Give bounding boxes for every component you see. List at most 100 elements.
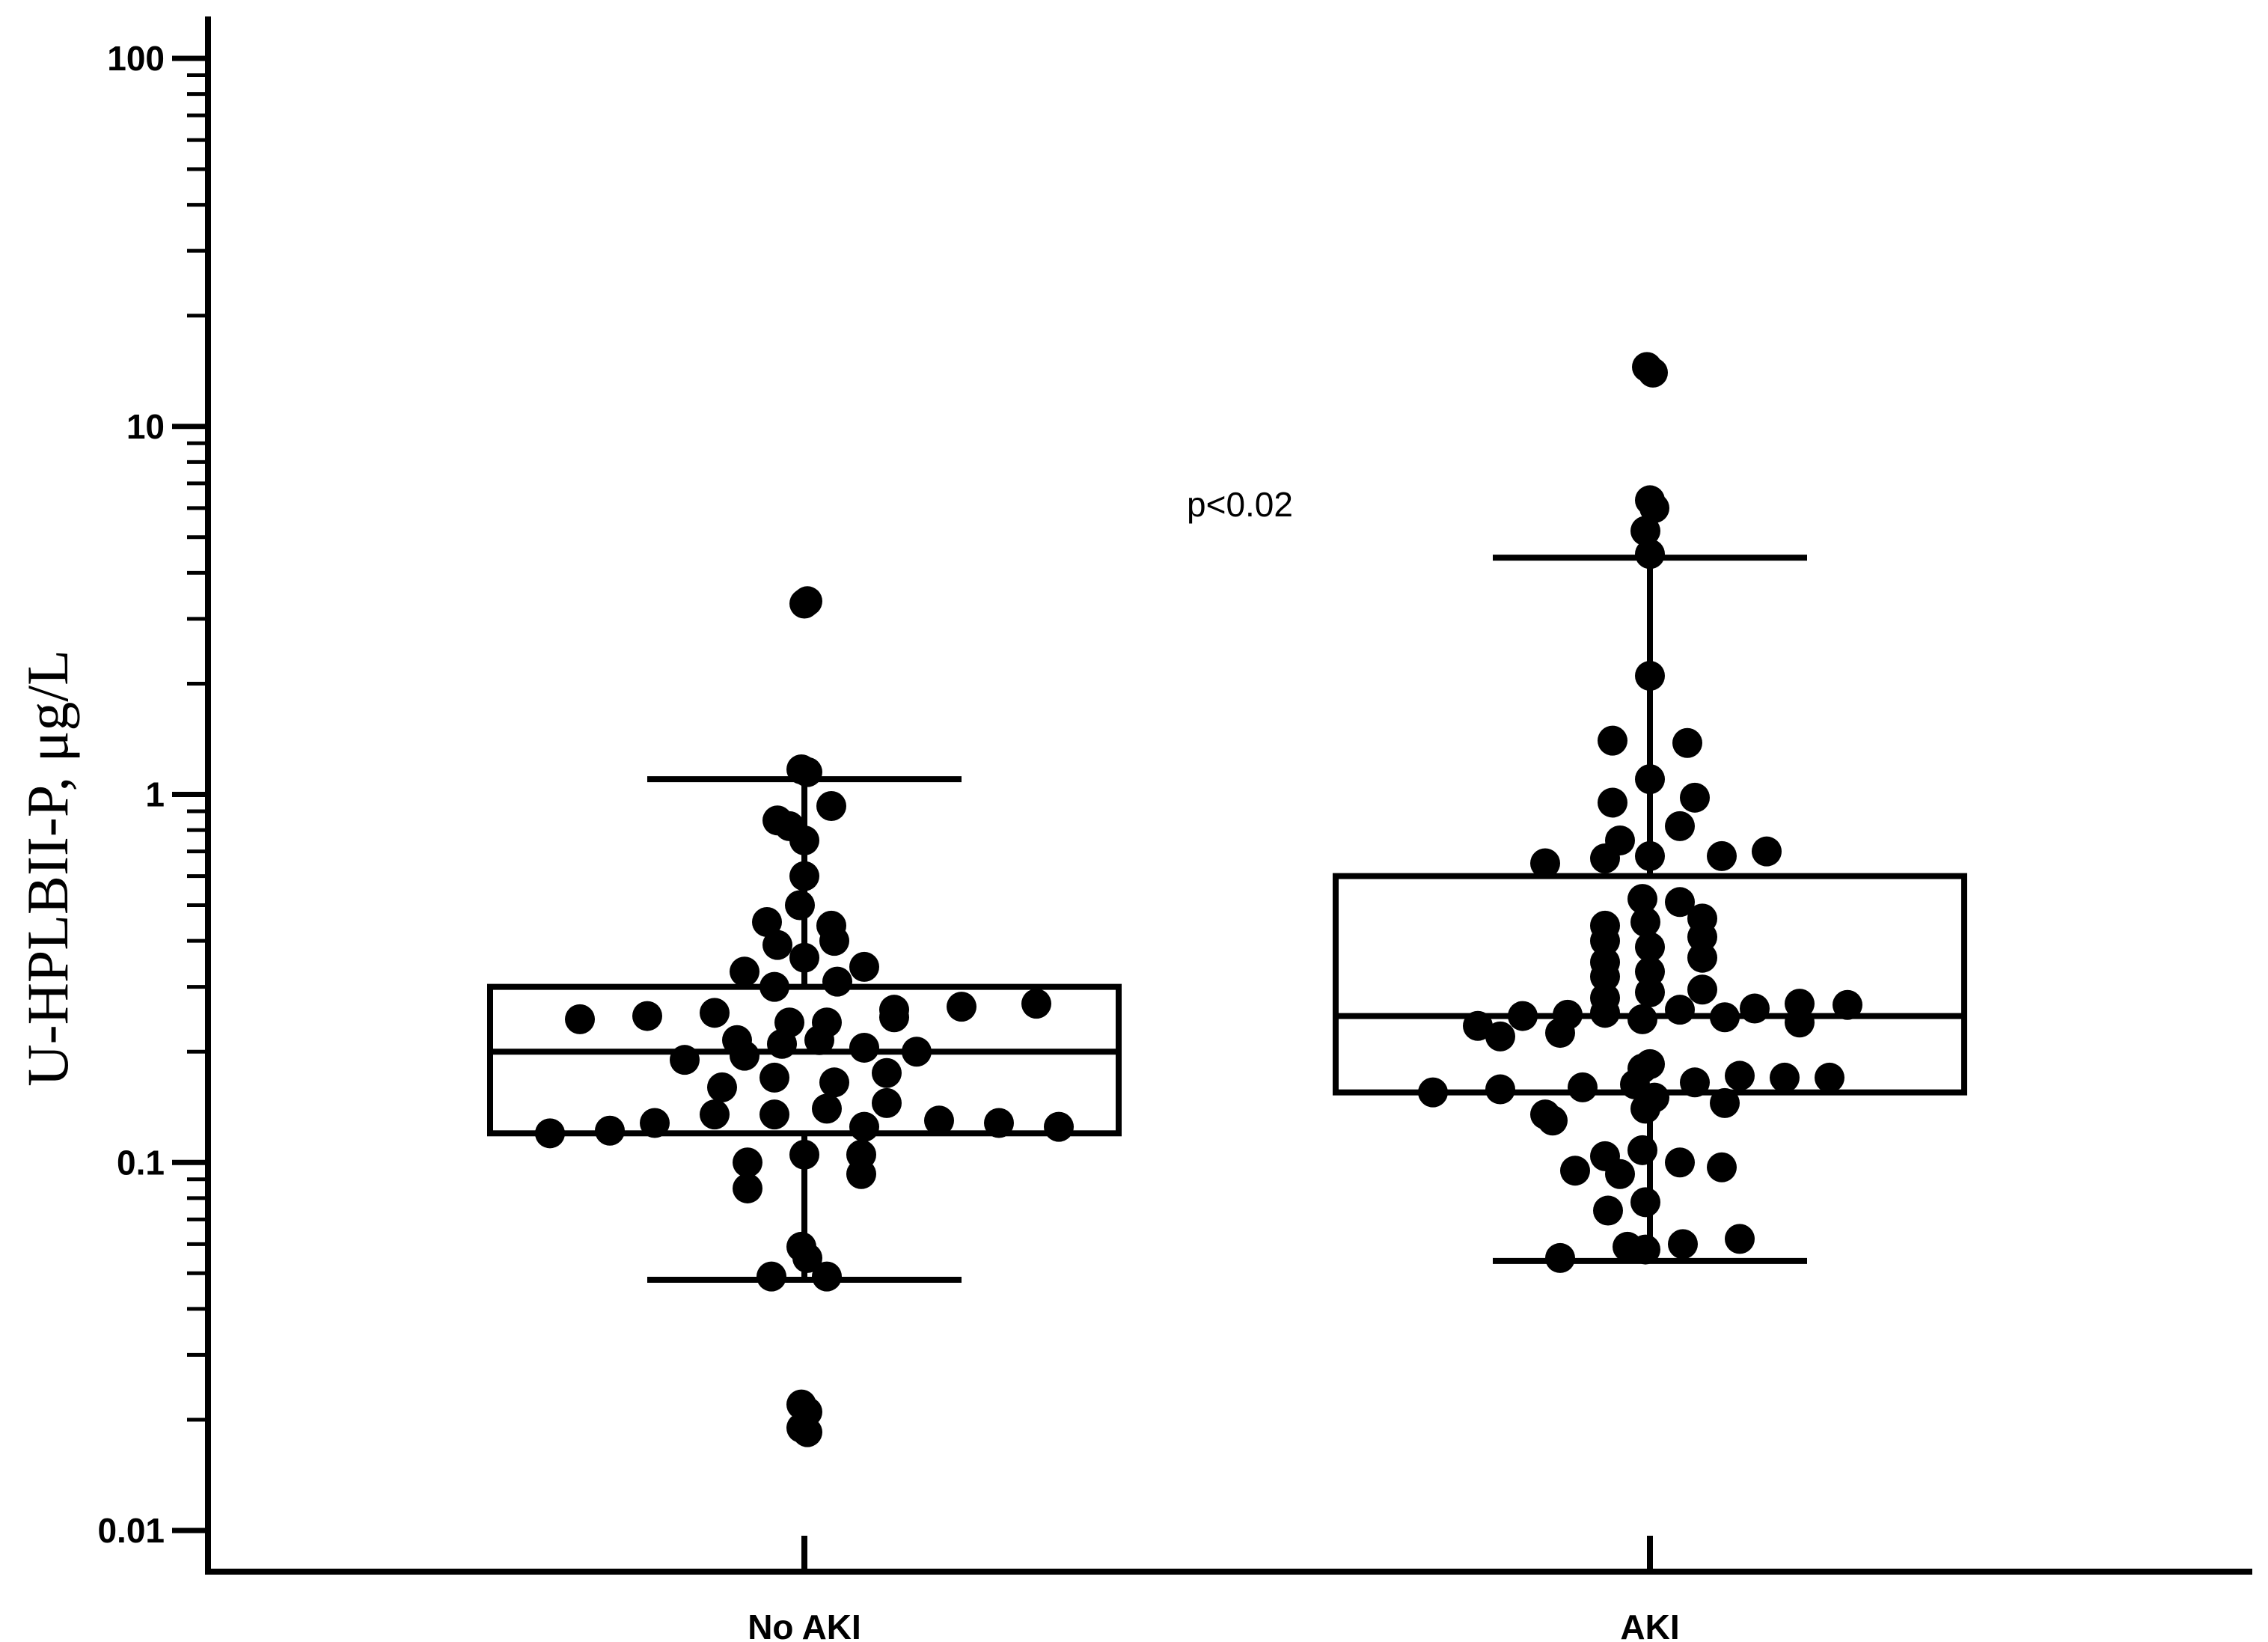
data-point [1635,840,1665,871]
data-point [1590,843,1620,874]
y-tick-label: 0.01 [97,1511,165,1550]
data-point [1598,787,1627,818]
data-point [1630,516,1660,546]
data-point [1568,1072,1598,1102]
data-point [1635,661,1665,692]
data-point [1687,974,1717,1005]
data-point [733,1173,762,1203]
data-point [1635,764,1665,795]
data-point [1707,840,1737,871]
data-point [1545,1242,1575,1273]
data-point [707,1072,737,1102]
data-point [1485,1021,1515,1052]
data-point [1545,1018,1575,1049]
data-point [1630,1187,1660,1218]
boxes-layer [487,555,1967,1283]
data-point [1021,989,1051,1019]
data-point [792,1242,822,1273]
data-point [1785,1007,1815,1038]
data-point [730,956,759,987]
data-point [535,1118,565,1149]
data-point [756,1261,786,1292]
data-point [1630,1093,1660,1124]
data-point [984,1108,1014,1138]
p-value-annotation: p<0.02 [1187,485,1293,524]
data-point [1044,1111,1074,1142]
data-point [1593,1195,1623,1226]
data-point [1590,961,1620,992]
axes-layer [172,16,2252,1575]
data-point [1752,836,1782,867]
data-point [1680,1067,1710,1098]
data-point [789,942,819,973]
x-tick-label: No AKI [748,1608,861,1642]
y-tick-label: 1 [145,775,165,814]
data-point [1605,1159,1635,1189]
data-point [1740,993,1770,1024]
data-point [785,890,815,921]
data-point [1530,848,1560,879]
data-point [849,1111,879,1142]
data-point [804,1025,834,1055]
data-point [730,1040,759,1071]
data-point [1665,995,1695,1025]
iqr-box [487,983,1122,1137]
data-point [1538,1105,1568,1136]
data-point [670,1045,700,1075]
data-point [1770,1062,1800,1093]
data-point [792,586,822,617]
data-point [792,1417,822,1447]
data-point [812,1261,842,1292]
data-point [1687,942,1717,973]
data-point [632,1001,662,1031]
data-point [1672,727,1702,758]
data-point [872,1057,902,1088]
data-point [947,992,976,1022]
data-point [789,825,819,855]
data-point [1485,1074,1515,1105]
data-point [1635,977,1665,1007]
data-point [1665,1147,1695,1178]
data-point [1635,932,1665,962]
data-point [822,966,852,997]
data-point [819,1067,849,1098]
points-layer [535,352,1862,1447]
data-point [1590,998,1620,1028]
x-tick-label: AKI [1620,1608,1679,1642]
y-tick-label: 10 [126,407,165,446]
data-point [789,1139,819,1170]
data-point [1725,1060,1755,1091]
data-point [1815,1062,1844,1093]
data-point [700,1099,730,1130]
y-axis-title: U-HPLBII-P, μg/L [15,650,80,1086]
data-point [700,998,730,1028]
data-point [816,790,846,821]
data-point [759,1062,789,1093]
data-point [1710,1087,1740,1118]
data-point [1668,1229,1698,1260]
data-point [595,1115,625,1146]
data-point [1707,1152,1737,1182]
data-point [1638,357,1668,388]
data-point [759,971,789,1002]
data-point [1598,725,1627,756]
data-point [846,1159,876,1189]
data-point [1560,1156,1590,1186]
data-point [1635,539,1665,570]
data-point [789,861,819,891]
data-point [565,1004,595,1034]
data-point [1463,1010,1493,1041]
data-point [1665,887,1695,918]
data-point [767,1028,797,1059]
data-point [879,1002,909,1033]
data-point [1725,1224,1755,1254]
data-point [819,926,849,956]
data-point [640,1108,670,1138]
data-point [733,1147,762,1178]
data-point [1833,989,1862,1020]
labels-layer: U-HPLBII-P, μg/L p<0.02 0.01 0.1 1 10 100 No … [15,39,1680,1642]
data-point [1630,1234,1660,1265]
data-point [812,1093,842,1124]
data-point [1627,1135,1657,1165]
